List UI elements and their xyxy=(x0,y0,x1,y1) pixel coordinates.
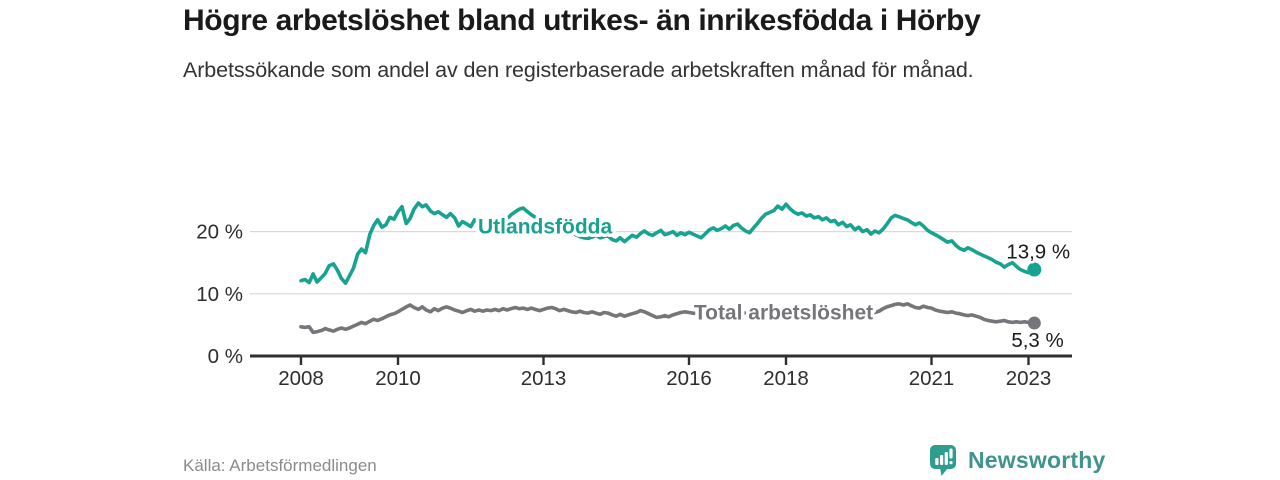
series-line-Total arbetslöshet xyxy=(299,301,1037,335)
series-line-Utlandsfödda xyxy=(299,201,1037,286)
speech-bubble-bar-chart-icon xyxy=(930,445,956,476)
newsworthy-logo-icon xyxy=(930,445,956,476)
y-tick-label: 10 % xyxy=(196,283,243,306)
series-value-label-Total arbetslöshet: 5,3 % xyxy=(1011,329,1063,352)
x-tick-label: 2023 xyxy=(1006,367,1052,390)
series-inline-label-Utlandsfödda: Utlandsfödda xyxy=(478,216,612,239)
series-end-dot-Total arbetslöshet xyxy=(1027,316,1041,330)
newsworthy-logo-text: Newsworthy xyxy=(968,447,1106,473)
source-note: Källa: Arbetsförmedlingen xyxy=(183,456,377,475)
y-tick-label: 0 % xyxy=(208,345,243,368)
x-tick-label: 2008 xyxy=(278,367,324,390)
chart-title: Högre arbetslöshet bland utrikes- än inr… xyxy=(183,4,981,37)
series-end-dot-Utlandsfödda xyxy=(1027,262,1042,277)
series-inline-label-Total arbetslöshet: Total arbetslöshet xyxy=(694,302,873,325)
x-tick-label: 2013 xyxy=(521,367,567,390)
chart-subtitle: Arbetssökande som andel av den registerb… xyxy=(183,58,974,82)
newsworthy-logo: Newsworthy xyxy=(929,444,1105,477)
x-tick-label: 2018 xyxy=(763,367,809,390)
y-tick-label: 20 % xyxy=(196,221,243,244)
chart-header: Högre arbetslöshet bland utrikes- än inr… xyxy=(183,2,1088,85)
series-value-label-Utlandsfödda: 13,9 % xyxy=(1006,241,1070,264)
x-tick-label: 2010 xyxy=(375,367,421,390)
x-tick-label: 2021 xyxy=(909,367,955,390)
x-tick-label: 2016 xyxy=(666,367,712,390)
